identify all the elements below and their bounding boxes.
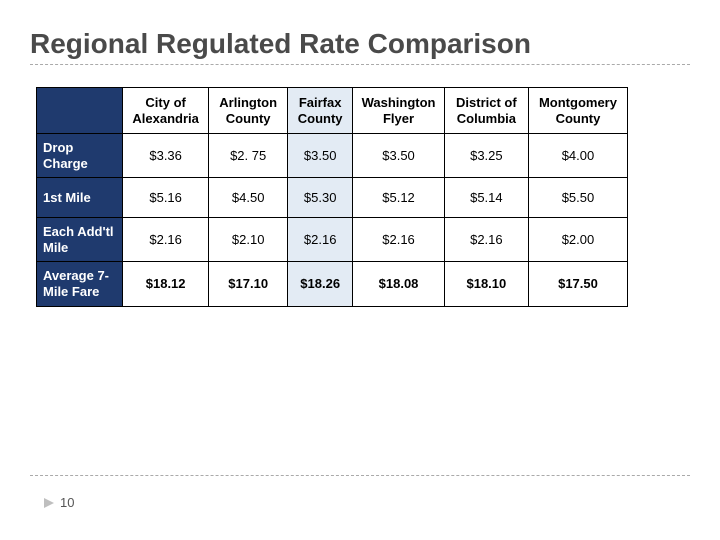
table-cell: $5.50 (528, 178, 627, 218)
footer: 10 (44, 495, 74, 510)
row-header: Drop Charge (37, 134, 123, 178)
row-header: Each Add'tl Mile (37, 218, 123, 262)
title-divider (30, 64, 690, 65)
col-header: Montgomery County (528, 88, 627, 134)
footer-divider (30, 475, 690, 476)
table-cell: $3.50 (353, 134, 445, 178)
table-row: 1st Mile $5.16 $4.50 $5.30 $5.12 $5.14 $… (37, 178, 628, 218)
table-cell: $5.12 (353, 178, 445, 218)
table-cell: $3.50 (288, 134, 353, 178)
col-header: Washington Flyer (353, 88, 445, 134)
table-cell: $3.25 (444, 134, 528, 178)
table-cell: $18.26 (288, 262, 353, 306)
row-header: Average 7-Mile Fare (37, 262, 123, 306)
table-body: Drop Charge $3.36 $2. 75 $3.50 $3.50 $3.… (37, 134, 628, 307)
table-cell: $2. 75 (209, 134, 288, 178)
slide: Regional Regulated Rate Comparison City … (0, 0, 720, 540)
table-cell: $2.16 (444, 218, 528, 262)
table-cell: $2.16 (288, 218, 353, 262)
rate-comparison-table: City of Alexandria Arlington County Fair… (36, 87, 628, 307)
play-icon (44, 498, 54, 508)
table-header: City of Alexandria Arlington County Fair… (37, 88, 628, 134)
table-cell: $2.16 (353, 218, 445, 262)
table-cell: $2.16 (123, 218, 209, 262)
table-cell: $3.36 (123, 134, 209, 178)
table-cell: $4.00 (528, 134, 627, 178)
col-header: Fairfax County (288, 88, 353, 134)
table-cell: $5.30 (288, 178, 353, 218)
table-cell: $2.00 (528, 218, 627, 262)
table-row: Each Add'tl Mile $2.16 $2.10 $2.16 $2.16… (37, 218, 628, 262)
page-number: 10 (60, 495, 74, 510)
table-cell: $5.16 (123, 178, 209, 218)
table-cell: $5.14 (444, 178, 528, 218)
col-header: District of Columbia (444, 88, 528, 134)
table-cell: $17.50 (528, 262, 627, 306)
table-cell: $4.50 (209, 178, 288, 218)
page-title: Regional Regulated Rate Comparison (30, 28, 690, 60)
table-cell: $18.10 (444, 262, 528, 306)
table-corner-cell (37, 88, 123, 134)
table-row: Drop Charge $3.36 $2. 75 $3.50 $3.50 $3.… (37, 134, 628, 178)
table-cell: $18.08 (353, 262, 445, 306)
col-header: City of Alexandria (123, 88, 209, 134)
row-header: 1st Mile (37, 178, 123, 218)
table-cell: $17.10 (209, 262, 288, 306)
table-row: Average 7-Mile Fare $18.12 $17.10 $18.26… (37, 262, 628, 306)
col-header: Arlington County (209, 88, 288, 134)
table-cell: $2.10 (209, 218, 288, 262)
table-cell: $18.12 (123, 262, 209, 306)
